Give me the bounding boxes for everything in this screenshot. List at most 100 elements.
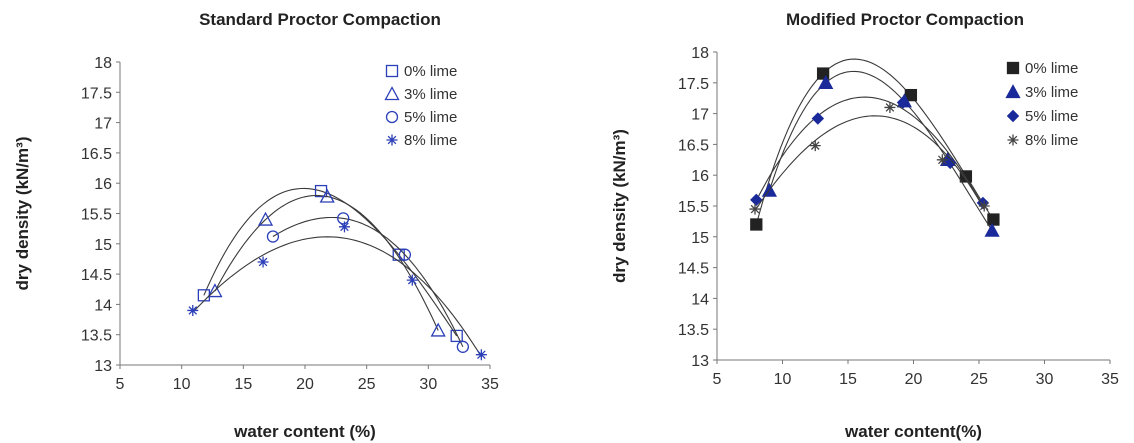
legend-item: 0% lime xyxy=(385,63,457,80)
y-tick-label: 18 xyxy=(691,45,709,62)
data-point xyxy=(987,213,1000,226)
data-point xyxy=(266,230,280,243)
x-tick-label: 10 xyxy=(173,376,191,393)
data-point xyxy=(197,289,211,302)
legend-marker xyxy=(384,86,400,101)
legend-marker xyxy=(386,134,398,146)
trend-line xyxy=(768,70,993,231)
y-tick-label: 16.5 xyxy=(678,137,709,154)
x-tick-label: 35 xyxy=(481,376,499,393)
series-3 xyxy=(266,212,470,353)
legend-marker xyxy=(1005,84,1021,99)
data-point xyxy=(475,349,487,361)
data-point xyxy=(959,170,973,183)
data-point xyxy=(257,256,269,268)
trend-line xyxy=(755,96,984,207)
legend-item: 0% lime xyxy=(1006,60,1078,77)
legend-label: 5% lime xyxy=(404,109,457,126)
trend-line xyxy=(272,216,464,348)
y-tick-label: 15 xyxy=(691,230,709,247)
x-tick-label: 10 xyxy=(774,371,792,388)
trend-line xyxy=(754,115,985,211)
y-tick-label: 14 xyxy=(691,291,709,308)
y-tick-label: 13.5 xyxy=(81,328,112,345)
data-point xyxy=(904,88,918,102)
data-point xyxy=(337,212,350,225)
data-point xyxy=(750,218,763,231)
y-tick-label: 17 xyxy=(94,116,112,133)
legend-item: 3% lime xyxy=(1005,84,1078,101)
y-tick-label: 16.5 xyxy=(81,146,112,163)
x-tick-label: 15 xyxy=(234,376,252,393)
x-tick-label: 30 xyxy=(1036,371,1054,388)
y-tick-label: 14.5 xyxy=(81,267,112,284)
data-point xyxy=(750,193,763,207)
series-2 xyxy=(207,188,446,337)
trend-line xyxy=(214,194,439,331)
x-tick-label: 15 xyxy=(839,371,857,388)
y-tick-label: 13.5 xyxy=(678,322,709,339)
data-point xyxy=(984,222,1000,237)
data-point xyxy=(818,74,834,89)
legend-item: 8% lime xyxy=(386,132,457,149)
y-tick-label: 17 xyxy=(691,107,709,124)
series-1 xyxy=(197,184,463,343)
chart-2: Modified Proctor Compaction 5 10 15 20 25 30 35… xyxy=(610,10,1119,441)
data-point xyxy=(257,211,274,226)
trend-line xyxy=(755,58,994,225)
trend-line xyxy=(192,236,482,358)
y-tick-label: 15.5 xyxy=(81,207,112,224)
chart-1: Standard Proctor Compaction 5 10 15 20 25 30 35… xyxy=(13,10,499,441)
legend-item: 5% lime xyxy=(1006,108,1078,125)
y-tick-label: 16 xyxy=(691,168,709,185)
x-axis-label: water content(%) xyxy=(844,422,982,441)
legend-marker xyxy=(1006,61,1020,75)
y-tick-label: 16 xyxy=(94,176,112,193)
y-tick-label: 14.5 xyxy=(678,261,709,278)
legend-label: 8% lime xyxy=(404,132,457,149)
legend-marker xyxy=(385,64,399,78)
data-point xyxy=(319,188,335,203)
y-tick-label: 15.5 xyxy=(678,199,709,216)
data-point xyxy=(978,200,990,212)
data-point xyxy=(809,140,821,152)
data-point xyxy=(338,221,350,233)
series-2 xyxy=(761,70,1000,237)
legend-label: 0% lime xyxy=(404,63,457,80)
data-point xyxy=(816,67,830,80)
legend-marker xyxy=(385,110,399,124)
chart-title: Modified Proctor Compaction xyxy=(786,10,1024,29)
y-tick-label: 13 xyxy=(94,358,112,375)
data-point xyxy=(456,340,470,353)
series-3 xyxy=(750,96,990,210)
legend-item: 8% lime xyxy=(1007,132,1078,149)
legend-label: 0% lime xyxy=(1025,60,1078,77)
x-tick-label: 20 xyxy=(905,371,923,388)
data-point xyxy=(811,112,825,125)
y-tick-label: 14 xyxy=(94,297,112,314)
series-4 xyxy=(749,101,990,215)
data-point xyxy=(207,283,223,298)
y-tick-label: 13 xyxy=(691,353,709,370)
x-tick-label: 25 xyxy=(358,376,376,393)
data-point xyxy=(936,154,948,166)
data-point xyxy=(450,329,463,343)
x-tick-label: 25 xyxy=(970,371,988,388)
data-point xyxy=(884,101,896,113)
y-axis-label: dry density (kN/m³) xyxy=(13,137,32,291)
y-tick-label: 18 xyxy=(94,55,112,72)
x-tick-label: 5 xyxy=(713,371,722,388)
data-point xyxy=(187,304,199,316)
legend-item: 3% lime xyxy=(384,86,457,103)
data-point xyxy=(398,248,412,261)
chart-title: Standard Proctor Compaction xyxy=(199,10,441,29)
legend-label: 3% lime xyxy=(404,86,457,103)
legend-label: 5% lime xyxy=(1025,108,1078,125)
legend-marker xyxy=(1007,134,1019,146)
x-axis-label: water content (%) xyxy=(233,422,376,441)
x-tick-label: 20 xyxy=(296,376,314,393)
legend-item: 5% lime xyxy=(385,109,457,126)
data-point xyxy=(749,203,761,215)
legend-label: 3% lime xyxy=(1025,84,1078,101)
y-axis-label: dry density (kN/m³) xyxy=(610,129,629,283)
